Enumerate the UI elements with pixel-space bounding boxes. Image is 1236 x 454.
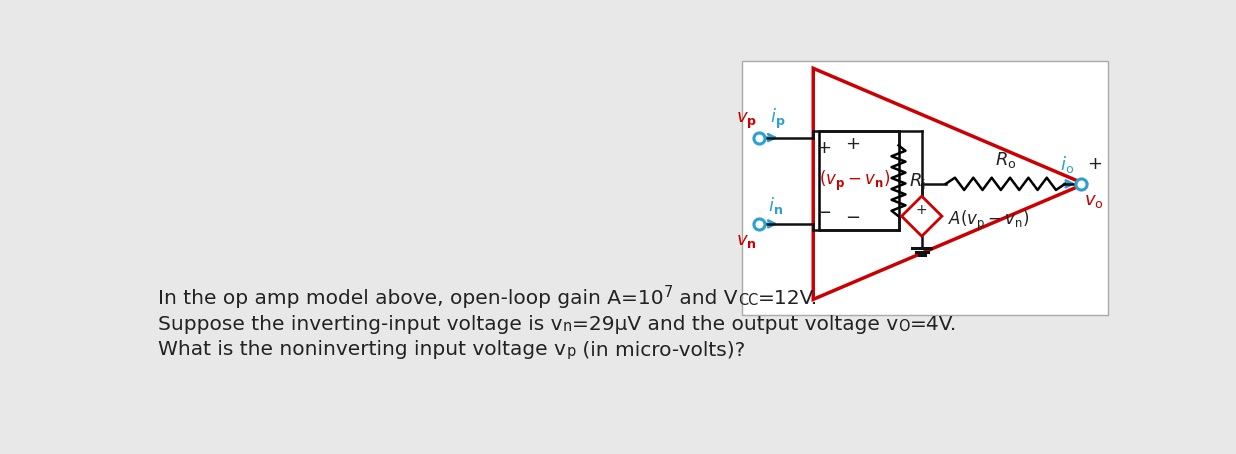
Text: $R_\mathrm{i}$: $R_\mathrm{i}$ — [910, 171, 926, 191]
Text: −: − — [845, 209, 860, 227]
Text: $i_\mathrm{o}$: $i_\mathrm{o}$ — [1059, 153, 1074, 175]
Text: $i_\mathbf{p}$: $i_\mathbf{p}$ — [770, 107, 785, 132]
Bar — [819, 132, 899, 230]
Text: $(\mathit{v}_\mathbf{p}-\mathit{v}_\mathbf{n})$: $(\mathit{v}_\mathbf{p}-\mathit{v}_\math… — [819, 168, 891, 193]
Text: +: + — [1086, 155, 1101, 173]
Text: In the op amp model above, open-loop gain A=10: In the op amp model above, open-loop gai… — [158, 289, 664, 308]
Text: Suppose the inverting-input voltage is v: Suppose the inverting-input voltage is v — [158, 315, 562, 334]
Text: CC: CC — [738, 293, 758, 308]
Text: =4V.: =4V. — [910, 315, 957, 334]
Bar — [742, 61, 1107, 315]
Text: $v_\mathbf{p}$: $v_\mathbf{p}$ — [735, 111, 756, 132]
Text: +: + — [817, 139, 832, 158]
Text: $v_\mathrm{o}$: $v_\mathrm{o}$ — [1084, 192, 1104, 210]
Text: $v_\mathbf{n}$: $v_\mathbf{n}$ — [735, 232, 756, 250]
Text: +: + — [845, 135, 860, 153]
Text: O: O — [899, 319, 910, 334]
Text: −: − — [817, 204, 832, 222]
Text: $i_\mathbf{n}$: $i_\mathbf{n}$ — [769, 195, 784, 216]
Text: =29μV and the output voltage v: =29μV and the output voltage v — [572, 315, 899, 334]
Text: $A(v_\mathrm{p}-v_\mathrm{n})$: $A(v_\mathrm{p}-v_\mathrm{n})$ — [948, 209, 1030, 233]
Text: =12V.: =12V. — [758, 289, 818, 308]
Text: What is the noninverting input voltage v: What is the noninverting input voltage v — [158, 340, 566, 359]
Text: n: n — [562, 319, 572, 334]
Text: $R_\mathrm{o}$: $R_\mathrm{o}$ — [995, 150, 1016, 170]
Text: (in micro-volts)?: (in micro-volts)? — [576, 340, 745, 359]
Text: +: + — [916, 203, 927, 217]
Text: and V: and V — [674, 289, 738, 308]
Text: p: p — [566, 344, 576, 359]
Text: 7: 7 — [664, 285, 674, 300]
